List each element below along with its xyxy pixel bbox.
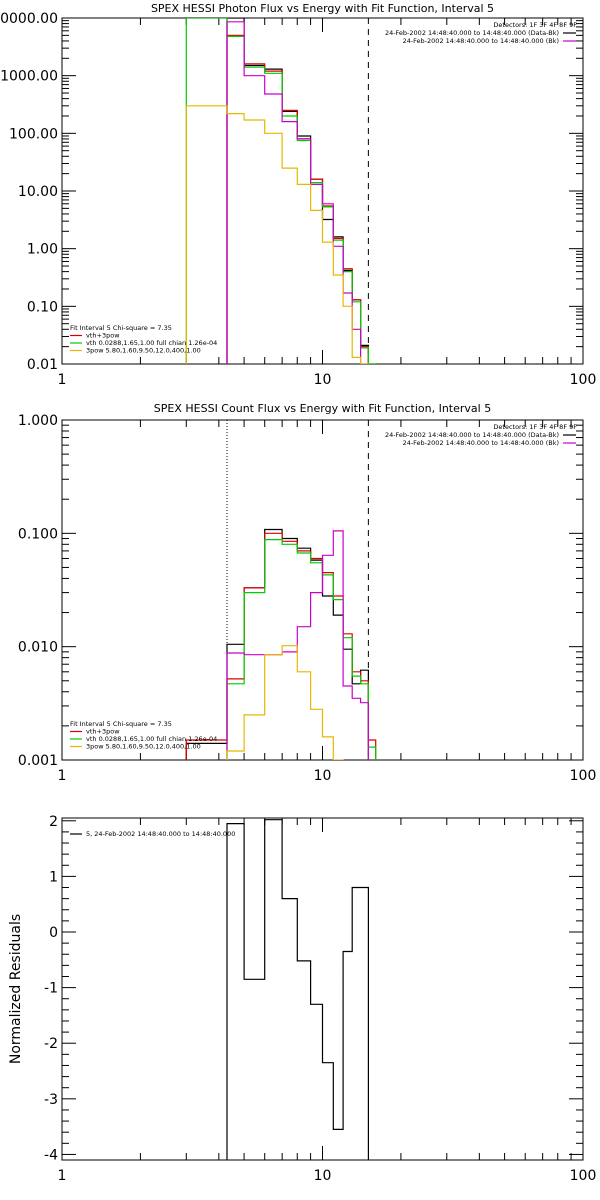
data-series-5 (185, 105, 369, 364)
plot-frame (61, 817, 584, 1161)
y-tick-label: -3 (44, 1092, 58, 1108)
x-tick-label: 100 (570, 372, 597, 388)
legend-entry: 3pow 5.80,1.60,9.50,12.0,400,1.00 (86, 743, 201, 751)
legend-entry: 24-Feb-2002 14:48:40.000 to 14:48:40.000… (403, 439, 559, 447)
legend-entry: vth 0.0288,1.65,1.00 full chian 1.26e-04 (86, 735, 217, 743)
y-tick-label: 1 (49, 869, 58, 885)
series-group (185, 528, 377, 760)
chart-title: SPEX HESSI Photon Flux vs Energy with Fi… (151, 2, 494, 15)
x-tick-label: 1 (58, 372, 67, 388)
data-series-3 (185, 18, 377, 364)
legend-entry: 3pow 5.80,1.60,9.50,12.0,400,1.00 (86, 347, 201, 355)
y-tick-label: 1.000 (18, 413, 58, 429)
y-tick-label: 0.001 (18, 753, 58, 769)
data-series-4 (226, 530, 369, 760)
y-tick-label: 1.00 (27, 242, 58, 258)
x-tick-label: 10 (314, 768, 332, 784)
legend-entry: 5, 24-Feb-2002 14:48:40.000 to 14:48:40.… (86, 830, 235, 838)
legend-entry: 24-Feb-2002 14:48:40.000 to 14:48:40.000… (385, 431, 559, 439)
series-group (185, 18, 377, 364)
y-tick-label: 0.100 (18, 526, 58, 542)
legend-entry: 24-Feb-2002 14:48:40.000 to 14:48:40.000… (385, 29, 559, 37)
y-tick-label: 100.00 (9, 126, 58, 142)
y-tick-label: 0 (49, 925, 58, 941)
x-tick-label: 1 (58, 768, 67, 784)
legend-entry: 24-Feb-2002 14:48:40.000 to 14:48:40.000… (403, 37, 559, 45)
y-tick-label: 10.00 (18, 184, 58, 200)
y-tick-label: 0.10 (27, 299, 58, 315)
y-axis-label: Normalized Residuals (8, 914, 24, 1064)
y-tick-label: -2 (44, 1036, 58, 1052)
legend-header: Detectors: 1F 3F 4F 8F 9F (493, 21, 577, 29)
legend-entry: vth 0.0288,1.65,1.00 full chian 1.26e-04 (86, 339, 217, 347)
series-group (226, 819, 369, 1160)
y-tick-label: -1 (44, 981, 58, 997)
data-series-2 (226, 34, 377, 364)
x-tick-label: 10 (314, 1168, 332, 1184)
data-series-1 (226, 18, 369, 364)
x-tick-label: 1 (58, 1168, 67, 1184)
y-tick-label: 2 (49, 814, 58, 830)
legend-entry: vth+3pow (86, 332, 120, 340)
legend-header: Fit Interval 5 Chi-square = 7.35 (70, 324, 172, 332)
legend-entry: vth+3pow (86, 728, 120, 736)
data-series-1 (226, 819, 369, 1160)
legend-header: Fit Interval 5 Chi-square = 7.35 (70, 720, 172, 728)
data-series-4 (226, 21, 369, 364)
data-series-2 (185, 532, 377, 760)
legend-header: Detectors: 1F 3F 4F 8F 9F (493, 423, 577, 431)
data-series-5 (226, 645, 344, 760)
y-tick-label: -4 (44, 1147, 58, 1163)
x-tick-label: 100 (570, 768, 597, 784)
x-tick-label: 10 (314, 372, 332, 388)
chart-panel-2: SPEX HESSI Count Flux vs Energy with Fit… (18, 402, 596, 784)
chart-panel-1: SPEX HESSI Photon Flux vs Energy with Fi… (0, 2, 596, 388)
chart-title: SPEX HESSI Count Flux vs Energy with Fit… (154, 402, 491, 415)
data-series-3 (226, 538, 377, 760)
y-tick-label: 0.010 (18, 640, 58, 656)
data-series-1 (185, 528, 369, 760)
x-tick-label: 100 (570, 1168, 597, 1184)
y-tick-label: 1000.00 (0, 69, 58, 85)
y-tick-label: 0.01 (27, 357, 58, 373)
